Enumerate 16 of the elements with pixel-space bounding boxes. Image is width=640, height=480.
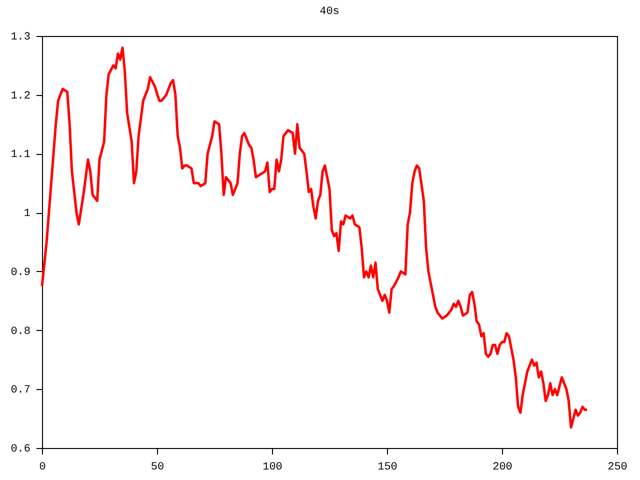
y-tick-label: 1.2 xyxy=(10,90,30,102)
y-tick-label: 0.8 xyxy=(10,326,30,338)
x-tick-label: 50 xyxy=(150,462,164,474)
y-tick-label: 1 xyxy=(24,208,31,220)
y-tick-label: 1.1 xyxy=(10,149,31,162)
x-tick-label: 250 xyxy=(608,462,628,474)
y-tick-label: 0.6 xyxy=(10,444,30,456)
line-series xyxy=(40,46,588,429)
y-tick-label: 0.9 xyxy=(10,266,30,279)
x-tick-label: 200 xyxy=(492,462,512,474)
chart-title: 40s xyxy=(320,6,340,18)
y-tick-label: 0.7 xyxy=(10,384,30,397)
x-tick-label: 0 xyxy=(39,462,46,474)
y-tick-label: 1.3 xyxy=(10,32,30,44)
x-tick-label: 150 xyxy=(378,462,398,474)
x-tick-label: 100 xyxy=(262,462,282,474)
